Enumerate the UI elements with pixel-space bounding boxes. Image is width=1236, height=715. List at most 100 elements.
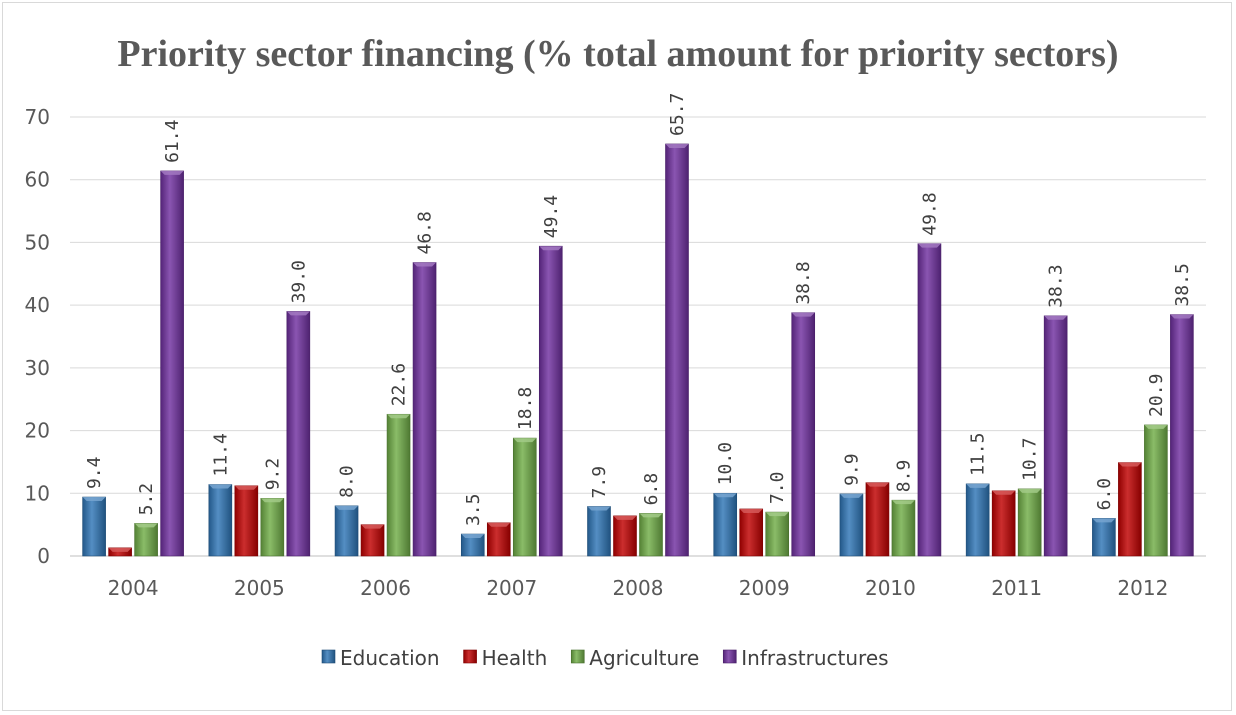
bar-cap — [613, 515, 637, 520]
bar-agriculture-2007 — [512, 437, 537, 557]
bar-cap — [639, 513, 663, 518]
y-tick-label: 10 — [25, 481, 50, 505]
bar-cap — [865, 482, 889, 487]
bar-health-2007 — [486, 522, 511, 557]
data-label: 20.9 — [1146, 374, 1167, 417]
bar-cap — [487, 522, 511, 527]
x-tick-label: 2011 — [991, 576, 1042, 600]
bar-infrastructures-2011 — [1043, 315, 1068, 557]
bar-cap — [891, 500, 915, 505]
bar-health-2010 — [865, 482, 890, 557]
bar-cap — [1044, 315, 1068, 320]
legend-label-education: Education — [340, 646, 440, 670]
x-tick-label: 2008 — [613, 576, 664, 600]
bar-health-2006 — [360, 524, 385, 557]
bar-education-2005 — [208, 484, 233, 557]
bar-agriculture-2012 — [1144, 424, 1168, 557]
bar-cap — [1118, 462, 1142, 467]
legend-swatch-agriculture — [570, 649, 585, 664]
bar-cap — [260, 498, 284, 503]
bar-education-2008 — [587, 506, 611, 557]
x-tick-label: 2006 — [360, 576, 411, 600]
bar-cap — [1092, 518, 1116, 523]
y-tick-label: 20 — [25, 419, 50, 443]
bar-cap — [791, 312, 815, 317]
data-label: 8.0 — [337, 465, 358, 498]
bar-cap — [234, 485, 258, 490]
bar-education-2004 — [82, 496, 106, 557]
bar-education-2011 — [965, 483, 990, 557]
bar-cap — [413, 262, 437, 267]
bar-infrastructures-2004 — [160, 170, 184, 557]
legend-swatch-infrastructures — [722, 649, 737, 664]
gridlines — [70, 116, 1206, 557]
bar-cap — [108, 547, 132, 552]
y-tick-label: 0 — [37, 544, 50, 568]
bar-agriculture-2008 — [639, 513, 663, 557]
y-tick-label: 50 — [25, 230, 50, 254]
bar-cap — [160, 170, 184, 175]
data-label: 7.9 — [589, 466, 610, 499]
legend-label-infrastructures: Infrastructures — [741, 646, 888, 670]
bar-infrastructures-2006 — [412, 262, 437, 557]
data-label: 65.7 — [667, 93, 688, 136]
bar-agriculture-2006 — [386, 413, 411, 557]
bar-cap — [1018, 488, 1042, 493]
bar-health-2011 — [991, 490, 1016, 557]
bar-cap — [1170, 314, 1194, 319]
data-label: 10.0 — [715, 442, 736, 485]
bar-cap — [208, 484, 232, 489]
x-tick-label: 2012 — [1117, 576, 1168, 600]
data-label: 7.0 — [767, 472, 788, 505]
bar-cap — [361, 524, 385, 529]
data-label: 49.4 — [541, 195, 562, 238]
data-label: 11.5 — [968, 433, 989, 476]
data-label: 38.8 — [793, 261, 814, 304]
y-tick-label: 30 — [25, 356, 50, 380]
chart-title: Priority sector financing (% total amoun… — [117, 33, 1118, 75]
data-label: 22.6 — [389, 363, 410, 406]
plot-bars — [82, 143, 1194, 557]
data-label: 9.4 — [84, 457, 105, 490]
bar-cap — [917, 243, 941, 248]
bar-health-2012 — [1118, 462, 1142, 557]
bar-cap — [992, 490, 1016, 495]
bar-education-2009 — [713, 492, 738, 557]
bar-cap — [665, 143, 689, 148]
bar-infrastructures-2008 — [665, 143, 689, 557]
bar-cap — [765, 512, 789, 517]
bar-agriculture-2005 — [260, 498, 285, 557]
data-label: 61.4 — [162, 120, 183, 163]
data-label: 9.2 — [262, 458, 283, 491]
x-tick-label: 2010 — [865, 576, 916, 600]
x-tick-label: 2009 — [739, 576, 790, 600]
bar-cap — [387, 414, 411, 419]
bar-health-2005 — [234, 485, 259, 557]
bar-cap — [461, 534, 485, 539]
bar-education-2012 — [1092, 518, 1116, 557]
data-label: 39.0 — [288, 260, 309, 303]
bar-infrastructures-2005 — [286, 311, 311, 557]
bar-cap — [134, 523, 158, 528]
legend-label-health: Health — [482, 646, 548, 670]
x-tick-label: 2004 — [108, 576, 159, 600]
data-label: 38.5 — [1172, 263, 1193, 306]
bar-cap — [539, 246, 563, 251]
x-axis: 2004 2005 2006 2007 2008 2009 2010 2011 2012 — [108, 576, 1169, 600]
legend: Education Health Agriculture Infrastructure… — [321, 646, 889, 670]
bar-cap — [839, 493, 863, 498]
bar-education-2010 — [839, 493, 864, 557]
y-tick-label: 60 — [25, 168, 50, 192]
data-label: 18.8 — [515, 387, 536, 430]
x-tick-label: 2007 — [486, 576, 537, 600]
legend-swatch-health — [463, 649, 477, 664]
bar-agriculture-2010 — [891, 499, 916, 557]
bar-infrastructures-2007 — [538, 245, 563, 557]
data-label: 49.8 — [919, 192, 940, 235]
bar-agriculture-2004 — [134, 523, 158, 557]
bar-cap — [82, 497, 106, 502]
data-label: 6.0 — [1094, 478, 1115, 511]
bar-infrastructures-2012 — [1170, 314, 1194, 557]
